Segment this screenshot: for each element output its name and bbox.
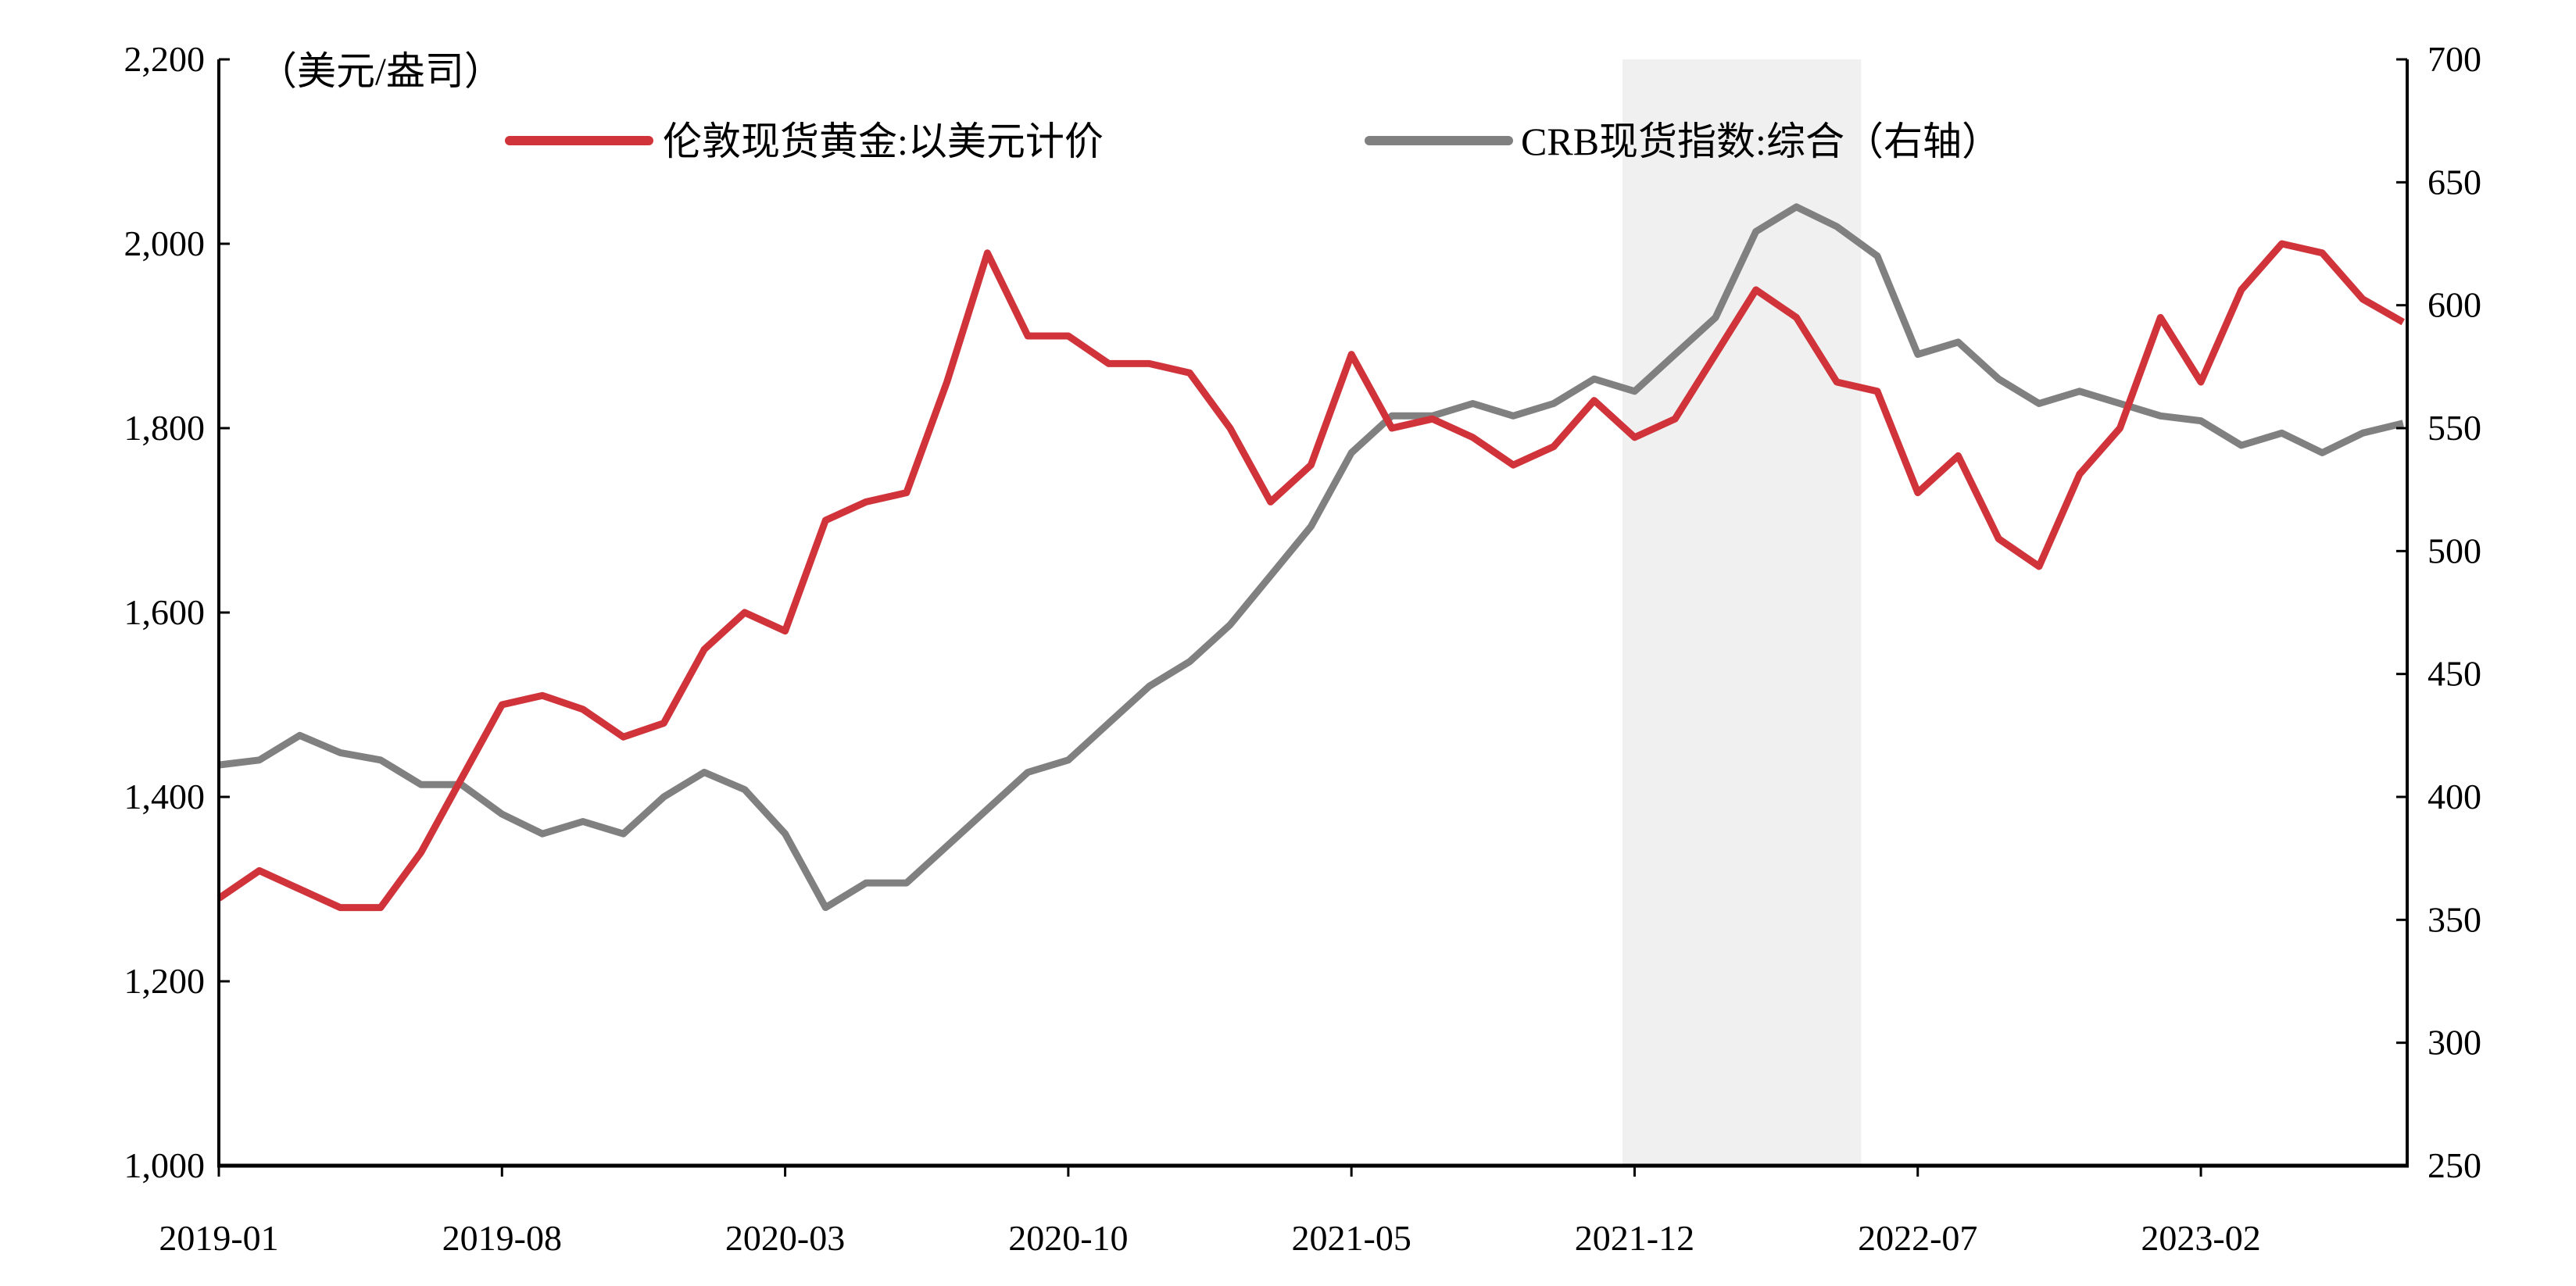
right-tick-label: 250 <box>2428 1145 2481 1185</box>
left-tick-label: 2,200 <box>124 39 206 79</box>
x-tick-label: 2019-01 <box>159 1218 278 1258</box>
left-tick-label: 1,600 <box>124 592 206 632</box>
series-line-crb <box>218 203 2404 912</box>
x-tick-label: 2021-05 <box>1292 1218 1411 1258</box>
right-tick-label: 550 <box>2428 408 2481 448</box>
x-tick-label: 2022-07 <box>1858 1218 1977 1258</box>
right-tick-label: 300 <box>2428 1023 2481 1063</box>
left-tick-label: 1,400 <box>124 777 206 816</box>
left-tick-label: 1,800 <box>124 408 206 448</box>
x-tick-label: 2019-08 <box>442 1218 562 1258</box>
unit-label: （美元/盎司） <box>258 49 503 93</box>
right-tick-label: 600 <box>2428 285 2481 325</box>
right-tick-label: 450 <box>2428 654 2481 694</box>
left-tick-label: 1,000 <box>124 1145 206 1185</box>
right-tick-label: 400 <box>2428 777 2481 816</box>
right-tick-label: 650 <box>2428 162 2481 202</box>
right-tick-label: 350 <box>2428 899 2481 939</box>
right-tick-label: 500 <box>2428 530 2481 570</box>
series-line-gold <box>216 240 2406 912</box>
legend: 伦敦现货黄金:以美元计价 CRB现货指数:综合（右轴） <box>505 120 2001 163</box>
left-tick-label: 2,000 <box>124 223 206 263</box>
legend-crb-label: CRB现货指数:综合（右轴） <box>1521 120 2001 163</box>
legend-gold-label: 伦敦现货黄金:以美元计价 <box>663 120 1104 163</box>
x-tick-label: 2020-03 <box>725 1218 845 1258</box>
left-tick-label: 1,200 <box>124 961 206 1001</box>
right-tick-label: 700 <box>2428 39 2481 79</box>
shaded-period <box>1622 59 1862 1166</box>
x-tick-label: 2020-10 <box>1008 1218 1128 1258</box>
x-tick-label: 2023-02 <box>2141 1218 2260 1258</box>
x-tick-label: 2021-12 <box>1575 1218 1694 1258</box>
